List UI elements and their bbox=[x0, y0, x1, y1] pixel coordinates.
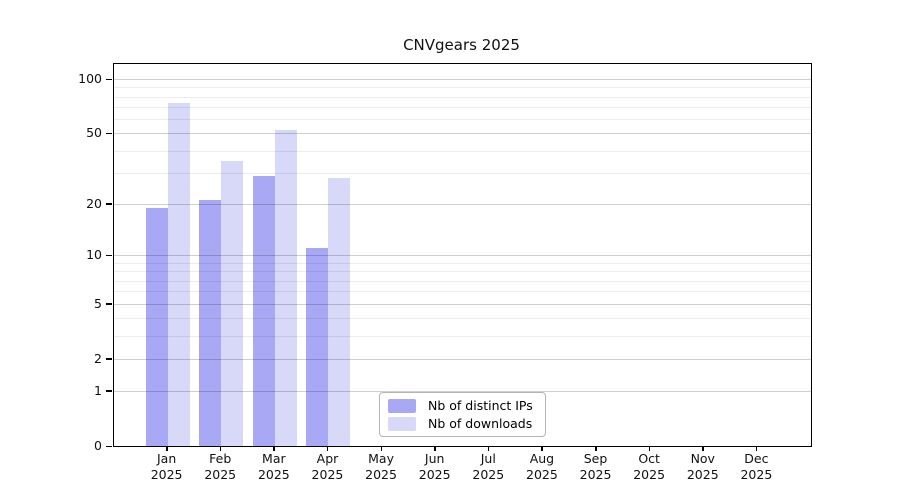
bar-mar-series1 bbox=[274, 130, 297, 446]
minor-gridline bbox=[114, 291, 811, 293]
x-tick-label-aug: Aug 2025 bbox=[526, 451, 558, 482]
x-tick-mark bbox=[219, 446, 222, 451]
major-gridline bbox=[114, 358, 811, 360]
bar-feb-series1 bbox=[221, 161, 244, 446]
y-tick-label: 20 bbox=[86, 195, 102, 211]
x-tick-label-jul: Jul 2025 bbox=[472, 451, 505, 482]
bar-apr-series0 bbox=[306, 248, 329, 446]
y-tick-mark bbox=[106, 445, 112, 447]
legend-label-distinct-ips: Nb of distinct IPs bbox=[428, 398, 533, 413]
y-tick-label: 100 bbox=[78, 71, 102, 87]
major-gridline bbox=[114, 79, 811, 81]
legend-item-downloads: Nb of downloads bbox=[388, 416, 533, 431]
y-tick-label: 50 bbox=[86, 125, 102, 141]
minor-gridline bbox=[114, 150, 811, 152]
minor-gridline bbox=[114, 172, 811, 174]
x-tick-label-oct: Oct 2025 bbox=[633, 451, 666, 482]
x-tick-label-feb: Feb 2025 bbox=[204, 451, 237, 482]
minor-gridline bbox=[114, 271, 811, 273]
x-tick-mark bbox=[755, 446, 758, 451]
bar-apr-series1 bbox=[328, 178, 351, 446]
x-tick-mark bbox=[702, 446, 704, 451]
major-gridline bbox=[114, 390, 811, 392]
x-tick-label-sep: Sep 2025 bbox=[579, 451, 612, 482]
y-tick-mark bbox=[106, 390, 112, 392]
y-tick-label: 0 bbox=[94, 438, 102, 453]
legend: Nb of distinct IPs Nb of downloads bbox=[379, 392, 546, 437]
x-tick-mark bbox=[380, 446, 383, 451]
y-tick-mark bbox=[106, 303, 112, 305]
bar-jan-series0 bbox=[145, 207, 168, 446]
x-tick-label-may: May 2025 bbox=[365, 451, 397, 482]
y-tick-label: 5 bbox=[94, 295, 102, 311]
y-tick-mark bbox=[106, 132, 112, 135]
x-tick-mark bbox=[648, 446, 651, 451]
minor-gridline bbox=[114, 280, 811, 282]
x-tick-mark bbox=[487, 446, 490, 451]
major-gridline bbox=[114, 203, 811, 205]
x-tick-label-mar: Mar 2025 bbox=[257, 451, 290, 482]
bar-mar-series0 bbox=[252, 175, 275, 446]
y-tick-label: 2 bbox=[94, 350, 102, 366]
legend-swatch-distinct-ips bbox=[388, 398, 416, 413]
major-gridline bbox=[114, 255, 811, 257]
x-tick-mark bbox=[595, 446, 597, 451]
minor-gridline bbox=[114, 96, 811, 98]
minor-gridline bbox=[114, 335, 811, 337]
x-tick-label-apr: Apr 2025 bbox=[311, 451, 344, 482]
y-tick-label: 10 bbox=[86, 247, 102, 263]
x-tick-mark bbox=[273, 446, 275, 451]
x-tick-label-jun: Jun 2025 bbox=[418, 451, 451, 482]
x-tick-label-nov: Nov 2025 bbox=[686, 451, 719, 482]
legend-item-distinct-ips: Nb of distinct IPs bbox=[388, 398, 533, 413]
y-tick-label: 1 bbox=[94, 382, 102, 398]
x-tick-mark bbox=[541, 446, 543, 451]
minor-gridline bbox=[114, 87, 811, 89]
x-tick-label-dec: Dec 2025 bbox=[740, 451, 773, 482]
bar-feb-series0 bbox=[199, 200, 222, 446]
y-tick-mark bbox=[106, 358, 112, 360]
minor-gridline bbox=[114, 318, 811, 320]
x-tick-mark bbox=[166, 446, 168, 451]
y-tick-mark bbox=[106, 254, 112, 257]
x-tick-mark bbox=[326, 446, 329, 451]
minor-gridline bbox=[114, 119, 811, 121]
chart-title: CNVgears 2025 bbox=[403, 36, 520, 54]
minor-gridline bbox=[114, 107, 811, 109]
minor-gridline bbox=[114, 262, 811, 264]
major-gridline bbox=[114, 133, 811, 135]
y-tick-mark bbox=[106, 78, 112, 81]
major-gridline bbox=[114, 303, 811, 305]
x-tick-label-jan: Jan 2025 bbox=[150, 451, 183, 482]
legend-swatch-downloads bbox=[388, 416, 416, 431]
plot-area bbox=[113, 63, 812, 447]
x-tick-mark bbox=[434, 446, 436, 451]
bar-jan-series1 bbox=[167, 102, 190, 446]
y-tick-mark bbox=[106, 203, 112, 205]
legend-label-downloads: Nb of downloads bbox=[428, 416, 533, 431]
